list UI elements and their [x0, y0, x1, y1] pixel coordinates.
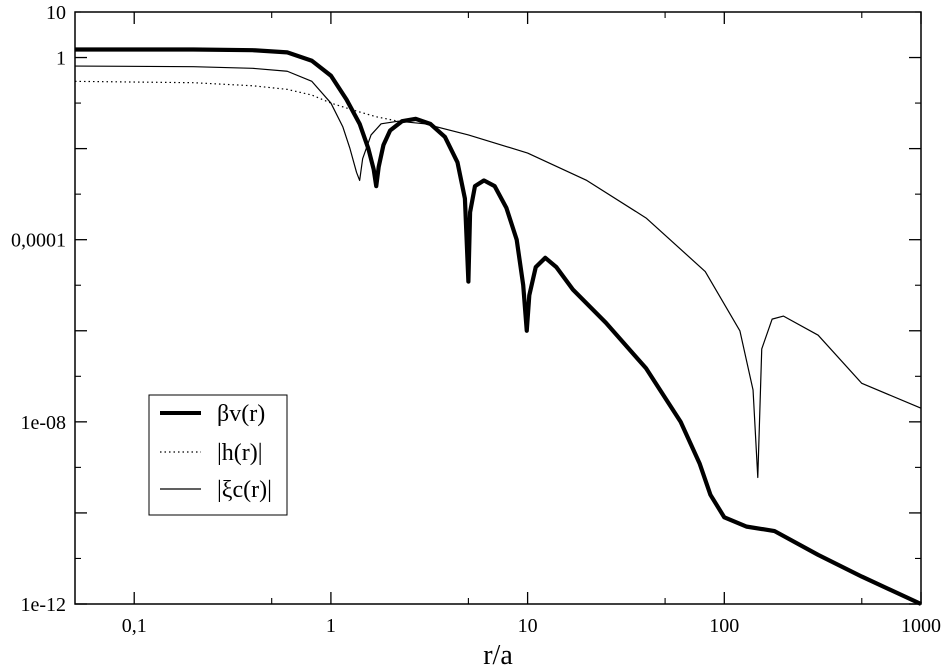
y-tick-label: 1e-08	[20, 412, 66, 434]
legend-label-h: |h(r)|	[217, 440, 263, 466]
x-axis-title: r/a	[483, 640, 513, 667]
legend: βv(r) |h(r)| |ξc(r)|	[148, 394, 288, 516]
legend-label-xi: |ξc(r)|	[217, 477, 272, 503]
y-tick-labels: 1e-12 1e-08 0,0001 1 10	[11, 2, 66, 616]
ticks-layer	[75, 11, 922, 605]
x-tick-label: 0,1	[122, 615, 147, 637]
x-tick-label: 10	[518, 615, 538, 637]
series-line-2	[74, 65, 922, 479]
legend-label-bv: βv(r)	[217, 401, 265, 427]
y-tick-label: 1	[56, 48, 66, 70]
y-tick-label: 10	[46, 2, 66, 24]
x-tick-label: 100	[709, 615, 739, 637]
x-tick-label: 1	[326, 615, 336, 637]
y-tick-label: 1e-12	[20, 594, 66, 616]
plot-frame	[74, 11, 922, 605]
y-tick-label: 0,0001	[11, 230, 66, 252]
series-line-0	[75, 47, 922, 606]
x-tick-label: 1000	[901, 615, 941, 637]
x-tick-labels: 0,1 1 10 100 1000	[122, 615, 941, 637]
plot-frame-group	[74, 11, 922, 605]
series-layer	[74, 47, 922, 606]
series-line-1	[74, 80, 399, 122]
